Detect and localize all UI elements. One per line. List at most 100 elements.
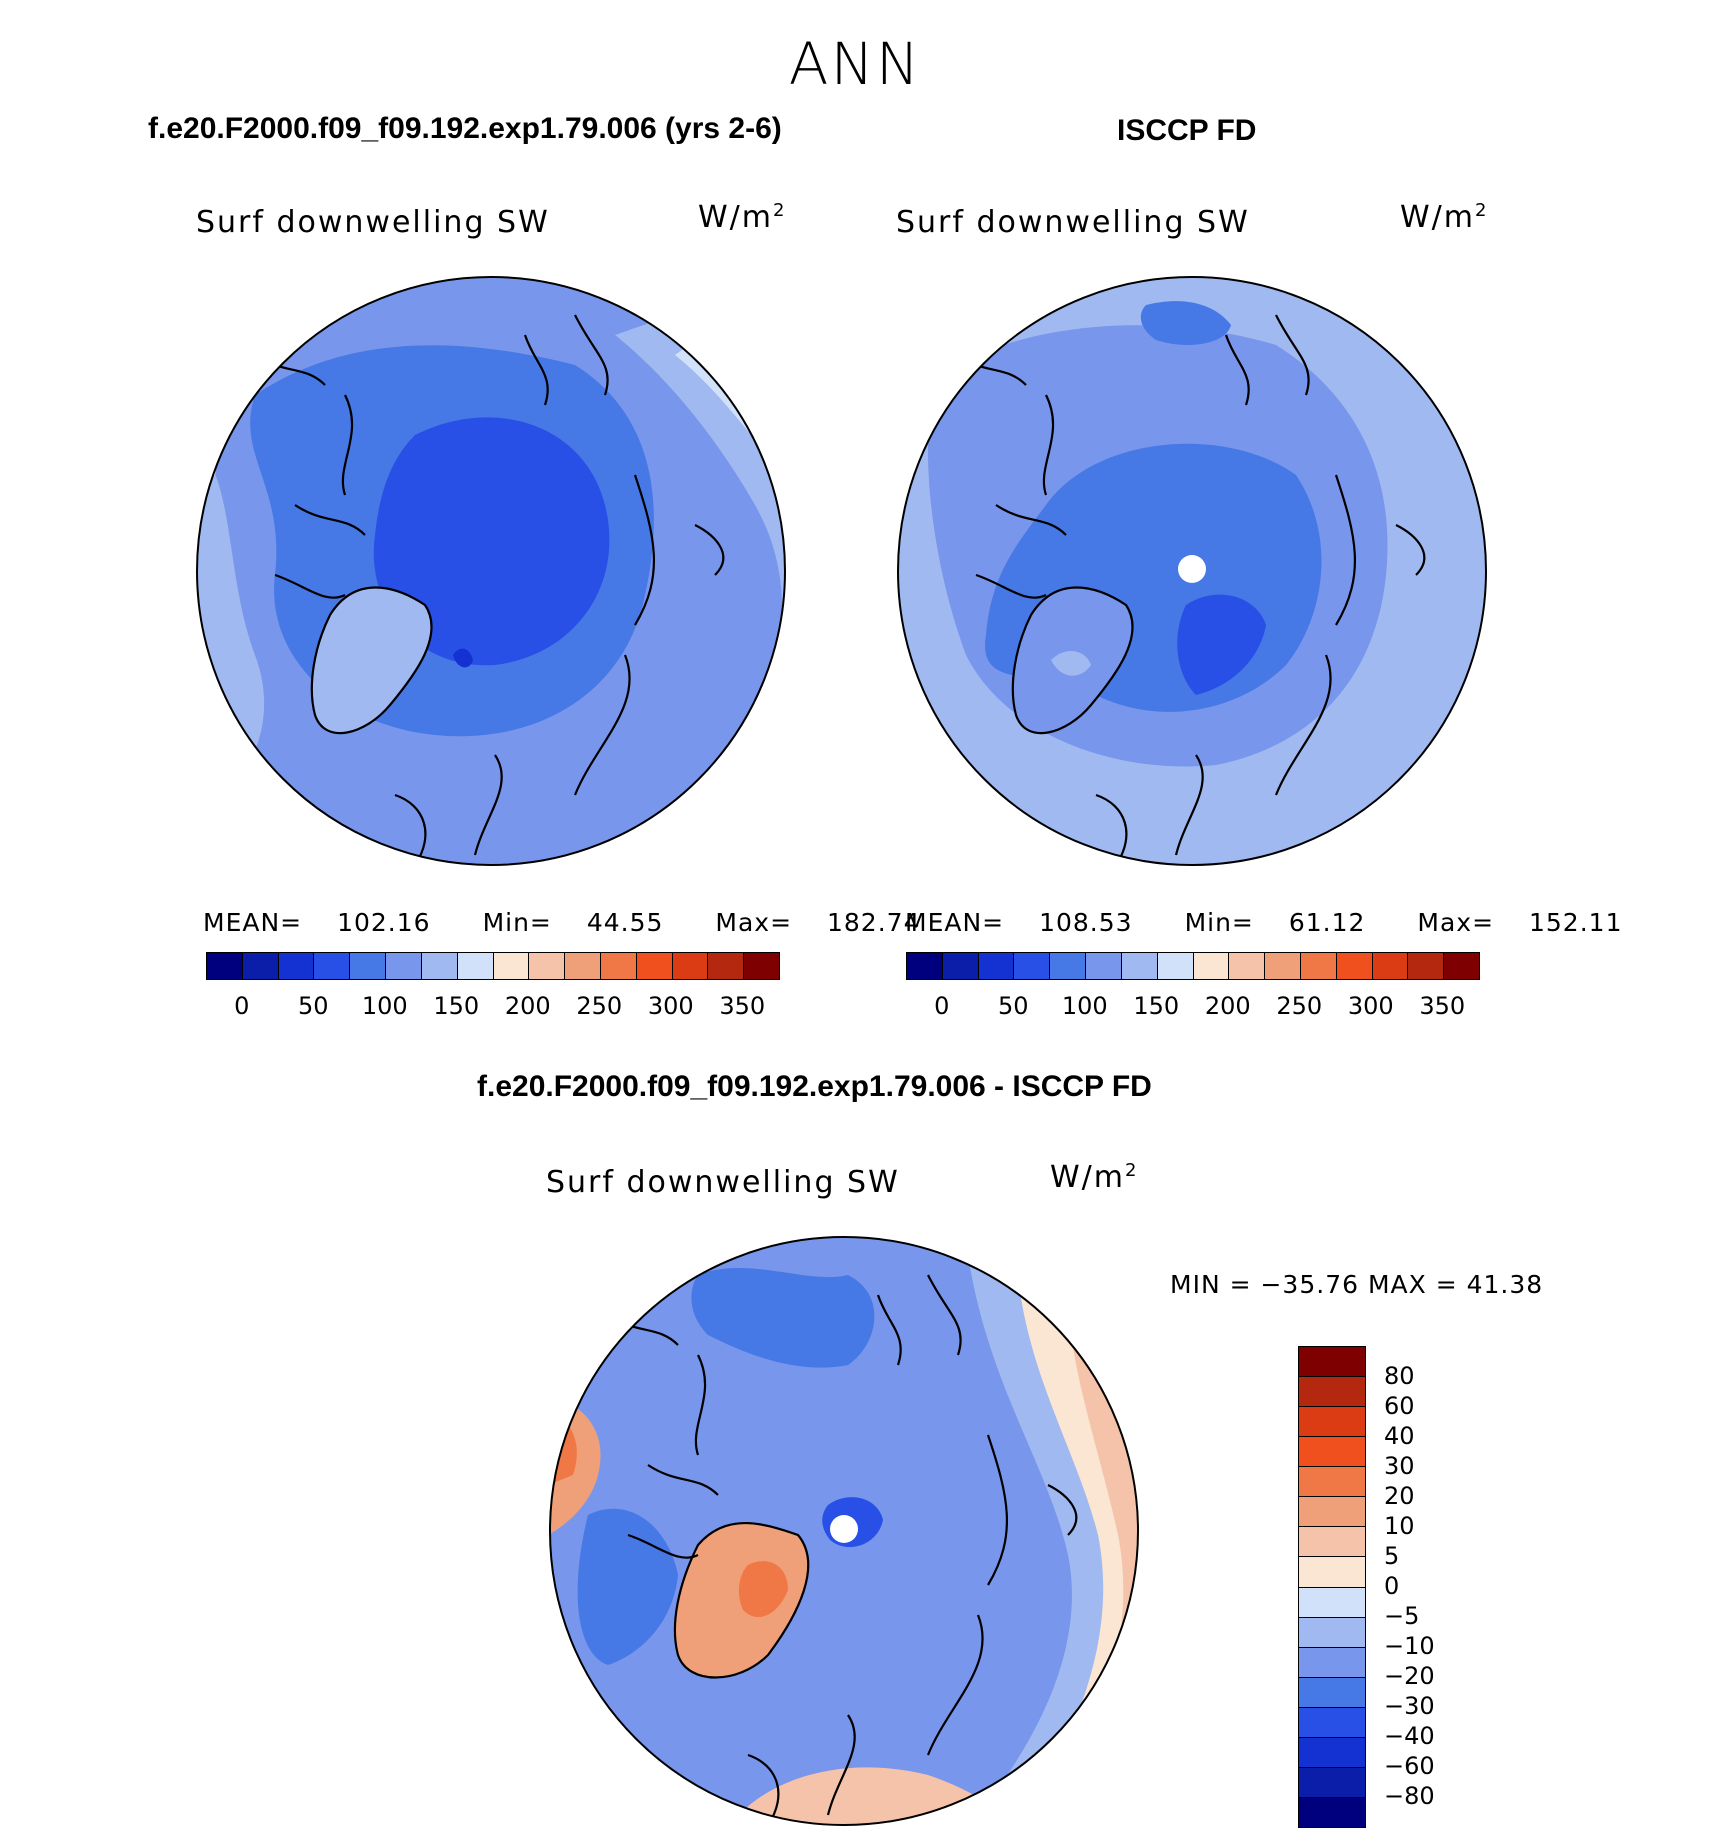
- panel1-colorbar-swatch: [457, 953, 494, 979]
- panel1-colorbar-swatch: [207, 953, 243, 979]
- panel2-units: W/m2: [1400, 200, 1489, 235]
- diff-map: [549, 1236, 1139, 1826]
- diff-colorbar-tick-label: 20: [1384, 1482, 1415, 1510]
- panel1-map: [196, 276, 786, 866]
- diff-colorbar-tick-label: 40: [1384, 1422, 1415, 1450]
- panel1-colorbar-swatch: [386, 953, 422, 979]
- diff-units: W/m2: [1050, 1160, 1139, 1195]
- panel1-field-25-50: [453, 648, 473, 668]
- panel1-stats: MEAN= 102.16 Min= 44.55 Max= 182.74: [203, 908, 972, 937]
- panel1-colorbar-tick-label: 150: [433, 992, 480, 1020]
- panel2-colorbar-swatch: [1336, 953, 1373, 979]
- diff-colorbar-tick-label: 60: [1384, 1392, 1415, 1420]
- diff-colorbar-swatch: [1299, 1737, 1365, 1768]
- diff-greenland-pos-core: [738, 1561, 788, 1618]
- panel1-field-175-200: [197, 405, 217, 480]
- panel1-title: f.e20.F2000.f09_f09.192.exp1.79.006 (yrs…: [148, 112, 782, 145]
- diff-colorbar-tick-label: 30: [1384, 1452, 1415, 1480]
- panel2-max-label: Max=: [1417, 908, 1495, 937]
- panel1-field-50-75: [373, 417, 610, 666]
- panel2-colorbar-tick-label: 300: [1347, 992, 1394, 1020]
- diff-colorbar-swatch: [1299, 1767, 1365, 1798]
- diff-colorbar-swatch: [1299, 1677, 1365, 1708]
- panel1-units: W/m2: [698, 200, 787, 235]
- season-title: ANN: [788, 30, 922, 98]
- panel1-colorbar-ticks: 0 50 100 150 200 250 300 350: [206, 992, 778, 1022]
- panel1-colorbar-tick-label: 200: [504, 992, 551, 1020]
- diff-title: f.e20.F2000.f09_f09.192.exp1.79.006 - IS…: [477, 1070, 1152, 1103]
- diff-colorbar-tick-label: −30: [1384, 1692, 1435, 1720]
- diff-colorbar-tick-label: 0: [1384, 1572, 1400, 1600]
- panel2-colorbar-swatch: [942, 953, 979, 979]
- panel1-colorbar-swatch: [242, 953, 279, 979]
- panel2-field-50-75: [1177, 594, 1266, 695]
- diff-map-boundary: [549, 1236, 1139, 1826]
- diff-colorbar-ticks: 80 60 40 30 20 10 5 0 −5 −10 −20 −30 −40 −60 −80: [1384, 1346, 1474, 1826]
- panel2-mean: 108.53: [1039, 908, 1133, 937]
- panel2-map-boundary: [897, 276, 1487, 866]
- panel2-mean-label: MEAN=: [905, 908, 1005, 937]
- diff-colorbar-swatch: [1299, 1527, 1365, 1558]
- diff-colorbar-tick-label: −5: [1384, 1602, 1420, 1630]
- panel2-colorbar-ticks: 0 50 100 150 200 250 300 350: [906, 992, 1478, 1022]
- diff-colorbar-tick-label: −80: [1384, 1782, 1435, 1810]
- panel1-colorbar-swatch: [350, 953, 387, 979]
- panel2-min-label: Min=: [1184, 908, 1254, 937]
- panel1-colorbar-tick-label: 100: [361, 992, 408, 1020]
- panel2-colorbar-swatch: [907, 953, 943, 979]
- panel1-variable: Surf downwelling SW: [196, 205, 550, 240]
- diff-colorbar-swatch: [1299, 1557, 1365, 1588]
- panel2-colorbar-swatch: [1121, 953, 1158, 979]
- panel2-colorbar-swatch: [1444, 953, 1479, 979]
- diff-greenland-coast: [673, 1521, 810, 1679]
- diff-colorbar-tick-label: 5: [1384, 1542, 1400, 1570]
- panel1-colorbar-swatch: [672, 953, 709, 979]
- diff-colorbar-tick-label: 80: [1384, 1362, 1415, 1390]
- panel1-colorbar-swatch: [529, 953, 566, 979]
- diff-colorbar-swatch: [1299, 1797, 1365, 1827]
- panel1-map-boundary: [196, 276, 786, 866]
- panel1-colorbar-tick-label: 350: [719, 992, 766, 1020]
- panel2-colorbar-swatch: [1408, 953, 1445, 979]
- panel2-colorbar-tick-label: 250: [1276, 992, 1323, 1020]
- panel1-colorbar-tick-label: 0: [234, 992, 250, 1020]
- panel1-min: 44.55: [586, 908, 664, 937]
- panel2-variable: Surf downwelling SW: [896, 205, 1250, 240]
- panel1-colorbar-swatch: [421, 953, 458, 979]
- panel2-colorbar-swatch: [1300, 953, 1337, 979]
- diff-colorbar-tick-label: −60: [1384, 1752, 1435, 1780]
- diff-colorbar-swatch: [1299, 1347, 1365, 1378]
- panel2-pole-hole: [1178, 555, 1206, 583]
- panel2-stats: MEAN= 108.53 Min= 61.12 Max= 152.11: [905, 908, 1674, 937]
- diff-colorbar-tick-label: −40: [1384, 1722, 1435, 1750]
- panel2-field-75-100-north: [1140, 301, 1231, 345]
- panel2-colorbar-tick-label: 0: [934, 992, 950, 1020]
- panel2-colorbar-tick-label: 100: [1061, 992, 1108, 1020]
- panel1-greenland-coast: [310, 586, 433, 735]
- panel1-colorbar: [206, 952, 780, 980]
- panel2-colorbar-swatch: [1372, 953, 1409, 979]
- panel2-colorbar-tick-label: 50: [997, 992, 1029, 1020]
- diff-field-neg20-neg30: [691, 1267, 875, 1368]
- diff-colorbar: [1298, 1346, 1366, 1828]
- diff-colorbar-tick-label: −20: [1384, 1662, 1435, 1690]
- panel1-colorbar-tick-label: 250: [576, 992, 623, 1020]
- panel2-colorbar: [906, 952, 1480, 980]
- panel2-max: 152.11: [1529, 908, 1623, 937]
- diff-colorbar-swatch: [1299, 1617, 1365, 1648]
- diff-colorbar-tick-label: 10: [1384, 1512, 1415, 1540]
- panel2-colorbar-tick-label: 200: [1204, 992, 1251, 1020]
- panel2-colorbar-swatch: [1265, 953, 1301, 979]
- panel1-colorbar-swatch: [278, 953, 315, 979]
- panel2-colorbar-swatch: [1157, 953, 1194, 979]
- panel2-title: ISCCP FD: [1117, 114, 1257, 147]
- panel1-colorbar-swatch: [636, 953, 673, 979]
- diff-colorbar-swatch: [1299, 1407, 1365, 1438]
- diff-colorbar-swatch: [1299, 1467, 1365, 1498]
- panel1-colorbar-swatch: [708, 953, 745, 979]
- diff-colorbar-swatch: [1299, 1707, 1365, 1738]
- panel2-colorbar-swatch: [1050, 953, 1087, 979]
- panel1-max: 182.74: [827, 908, 921, 937]
- panel1-colorbar-swatch: [600, 953, 637, 979]
- panel1-mean-label: MEAN=: [203, 908, 303, 937]
